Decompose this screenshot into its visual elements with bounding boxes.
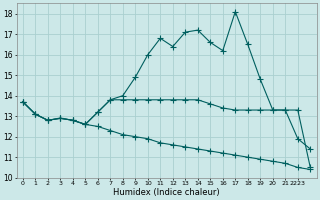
X-axis label: Humidex (Indice chaleur): Humidex (Indice chaleur) [113, 188, 220, 197]
